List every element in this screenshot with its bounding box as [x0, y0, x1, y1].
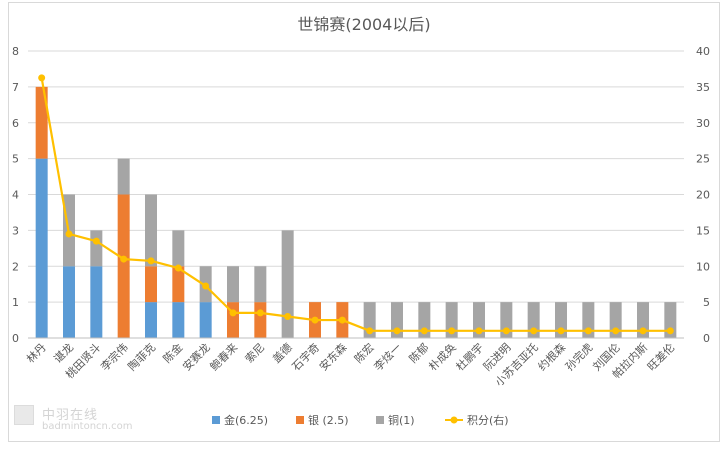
x-tick-label: 旺差伦: [644, 340, 677, 373]
score-point: [584, 327, 592, 335]
bar-segment: [145, 302, 157, 338]
legend: 金(6.25) 银 (2.5) 铜(1) 积分(右): [212, 413, 509, 427]
bar-segment: [172, 302, 185, 338]
y-left-tick-label: 1: [12, 296, 19, 309]
score-point: [65, 230, 73, 238]
bar-segment: [145, 194, 157, 267]
x-tick-label: 约根森: [535, 340, 568, 373]
y-left-tick-label: 8: [12, 45, 19, 58]
y-axis-left: 0 1 2 3 4 5 6 7 8: [12, 45, 19, 345]
x-tick-label: 陶菲克: [125, 340, 158, 373]
watermark-url: badmintoncn.com: [42, 421, 133, 432]
score-point: [338, 316, 346, 324]
bar-segment: [172, 230, 185, 267]
watermark-name: 中羽在线: [42, 408, 99, 423]
x-tick-label: 石宇奇: [290, 341, 323, 374]
legend-swatch-point: [450, 416, 458, 424]
y-left-tick-label: 7: [12, 81, 19, 94]
y-right-tick-label: 35: [696, 81, 710, 94]
legend-swatch: [212, 416, 220, 424]
legend-swatch: [296, 416, 304, 424]
y-left-tick-label: 0: [12, 332, 19, 345]
score-point: [612, 327, 620, 335]
score-point: [475, 327, 483, 335]
score-point: [502, 327, 510, 335]
score-point: [420, 327, 428, 335]
legend-label: 银 (2.5): [308, 413, 349, 427]
x-tick-label: 鲍春来: [207, 340, 240, 373]
x-tick-label: 孙完虎: [562, 340, 595, 373]
legend-swatch: [376, 416, 384, 424]
watermark-logo-icon: [14, 405, 34, 425]
bar-segment: [90, 230, 103, 267]
y-right-tick-label: 20: [696, 189, 710, 202]
y-left-tick-label: 2: [12, 260, 19, 273]
y-left-tick-label: 3: [12, 224, 19, 237]
score-point: [284, 312, 292, 320]
score-point: [120, 255, 128, 263]
bar-segment: [254, 266, 267, 303]
legend-label: 铜(1): [388, 413, 415, 427]
score-point: [311, 316, 319, 324]
score-point: [38, 74, 46, 82]
score-point: [393, 327, 401, 335]
bar-segment: [35, 86, 48, 159]
x-tick-label: 杜鹏宇: [453, 340, 486, 373]
score-point: [639, 327, 647, 335]
score-line-path: [40, 77, 671, 332]
legend-label: 积分(右): [467, 413, 509, 427]
bar-segment: [117, 158, 130, 195]
score-point: [147, 257, 155, 265]
score-point: [666, 327, 674, 335]
bars: [35, 86, 677, 338]
bar-segment: [117, 194, 130, 338]
y-left-tick-label: 5: [12, 153, 19, 166]
bar-segment: [199, 302, 212, 338]
x-tick-label: 朴成奂: [426, 340, 459, 373]
chart-title: 世锦赛(2004以后): [297, 15, 430, 34]
y-right-tick-label: 40: [696, 45, 710, 58]
bar-segment: [227, 266, 239, 303]
bar-segment: [145, 266, 157, 303]
score-point: [202, 282, 210, 290]
score-point: [92, 237, 100, 245]
score-point: [448, 327, 456, 335]
score-line: [38, 74, 674, 335]
y-right-tick-label: 15: [696, 224, 710, 237]
score-point: [557, 327, 565, 335]
y-right-tick-label: 25: [696, 153, 710, 166]
x-tick-label: 李炫一: [371, 340, 404, 373]
x-tick-label: 李宗伟: [98, 340, 131, 373]
score-point: [530, 327, 538, 335]
bar-segment: [90, 266, 103, 338]
score-point: [174, 264, 182, 272]
x-tick-label: 安赛龙: [180, 340, 213, 373]
y-right-tick-label: 5: [703, 296, 710, 309]
y-left-tick-label: 4: [12, 189, 19, 202]
bar-segment: [254, 302, 267, 338]
y-left-tick-label: 6: [12, 117, 19, 130]
y-axis-right: 0 5 10 15 20 25 30 35 40: [696, 45, 710, 345]
bar-segment: [172, 266, 185, 303]
score-point: [366, 327, 374, 335]
x-tick-label: 安东森: [316, 340, 349, 373]
x-tick-label: 索尼: [242, 340, 267, 365]
y-right-tick-label: 0: [703, 332, 710, 345]
legend-label: 金(6.25): [224, 413, 268, 427]
y-right-tick-label: 10: [696, 260, 710, 273]
y-right-tick-label: 30: [696, 117, 710, 130]
bar-segment: [281, 230, 294, 338]
bar-segment: [63, 266, 75, 338]
score-point: [229, 309, 237, 317]
x-tick-label: 林丹: [23, 340, 48, 365]
bar-segment: [35, 158, 48, 338]
score-point: [256, 309, 264, 317]
